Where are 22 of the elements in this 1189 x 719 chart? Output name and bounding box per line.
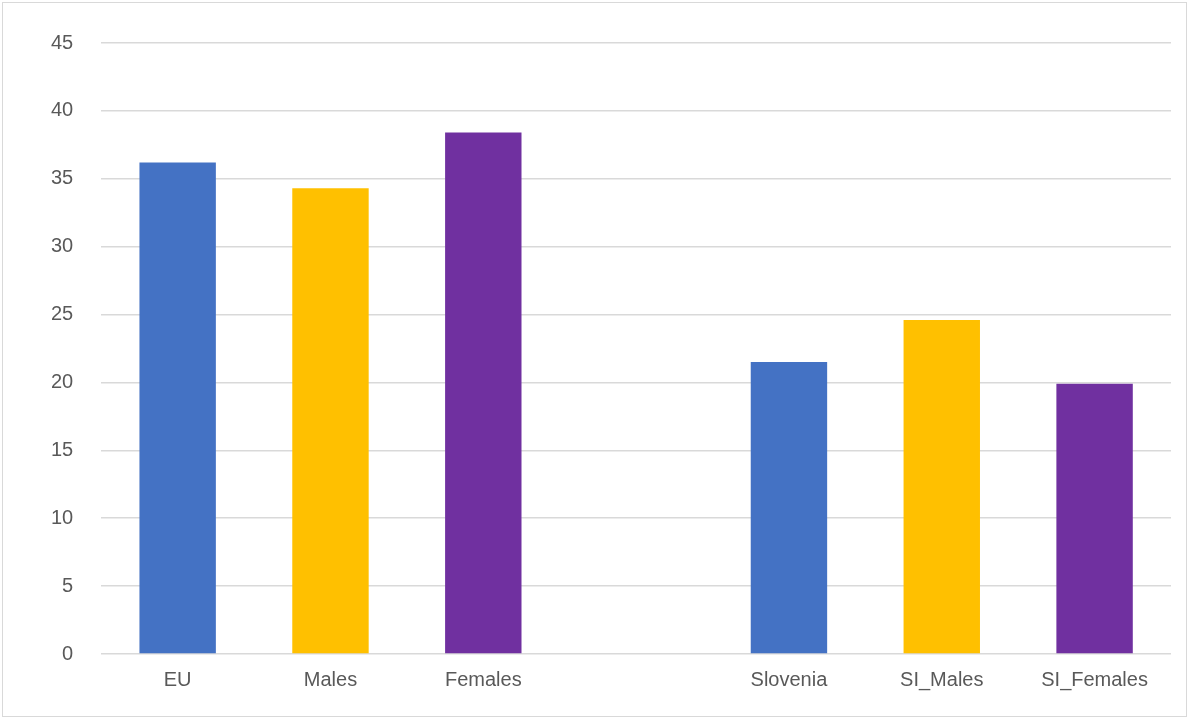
x-tick-label: SI_Females bbox=[1041, 667, 1148, 691]
y-tick-label: 10 bbox=[51, 505, 74, 528]
x-tick-label: Slovenia bbox=[750, 667, 829, 690]
y-tick-label: 45 bbox=[51, 30, 74, 53]
y-tick-label: 5 bbox=[62, 573, 74, 596]
y-tick-label: 25 bbox=[51, 302, 74, 325]
bar bbox=[750, 362, 828, 654]
bar bbox=[292, 188, 369, 654]
bar bbox=[903, 319, 980, 654]
y-tick-label: 35 bbox=[51, 166, 74, 189]
bar bbox=[1056, 383, 1133, 654]
y-tick-label: 0 bbox=[62, 641, 74, 664]
y-tick-label: 30 bbox=[51, 234, 74, 257]
x-tick-label: Females bbox=[444, 667, 522, 690]
bar bbox=[445, 132, 522, 654]
y-tick-label: 20 bbox=[51, 369, 74, 392]
y-tick-label: 40 bbox=[51, 98, 74, 121]
x-tick-label: SI_Males bbox=[900, 667, 984, 691]
y-tick-label: 15 bbox=[51, 437, 74, 460]
x-tick-label: Males bbox=[303, 667, 358, 690]
bar bbox=[139, 162, 216, 654]
x-tick-label: EU bbox=[163, 667, 192, 690]
